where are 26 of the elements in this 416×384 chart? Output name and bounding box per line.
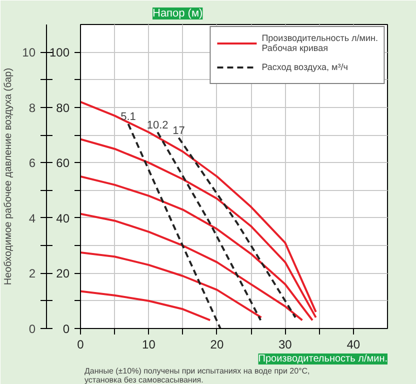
y2-tick-label: 10 bbox=[22, 46, 36, 60]
x-tick-label: 30 bbox=[278, 338, 292, 352]
y2-tick-label: 0 bbox=[28, 322, 36, 336]
y-axis-title: Напор (м) bbox=[152, 8, 203, 20]
y-tick-label: 100 bbox=[49, 46, 70, 60]
y-tick-label: 20 bbox=[56, 266, 70, 281]
x-tick-label: 0 bbox=[77, 338, 84, 352]
legend-label: Производительность л/мин. Рабочая кривая bbox=[262, 33, 378, 53]
y-tick-label: 80 bbox=[56, 100, 70, 115]
y2-tick-label: 2 bbox=[28, 266, 36, 281]
y2-tick-label: 6 bbox=[28, 156, 36, 170]
x-tick-label: 40 bbox=[346, 338, 360, 352]
x-axis-title: Производительность л/мин. bbox=[258, 354, 388, 364]
y2-tick-label: 4 bbox=[28, 211, 36, 226]
annotation: 17 bbox=[172, 124, 185, 137]
y-tick-label: 60 bbox=[56, 156, 70, 170]
text: Данные (±10%) получены при испытаниях на воде при 20°C, установка без самовсасывания. bbox=[84, 366, 310, 384]
y-tick-label: 40 bbox=[56, 211, 70, 226]
legend-label: Расход воздуха, м³/ч bbox=[262, 61, 348, 73]
annotation: 5.1 bbox=[120, 110, 136, 123]
x-tick-label: 20 bbox=[210, 338, 224, 352]
y2-axis-title: Необходимое рабочее давление воздуха (бар) bbox=[3, 68, 14, 286]
y2-tick-label: 8 bbox=[28, 100, 36, 115]
y-tick-label: 0 bbox=[62, 322, 70, 336]
x-tick-label: 10 bbox=[142, 338, 156, 352]
annotation: 10.2 bbox=[146, 119, 168, 132]
